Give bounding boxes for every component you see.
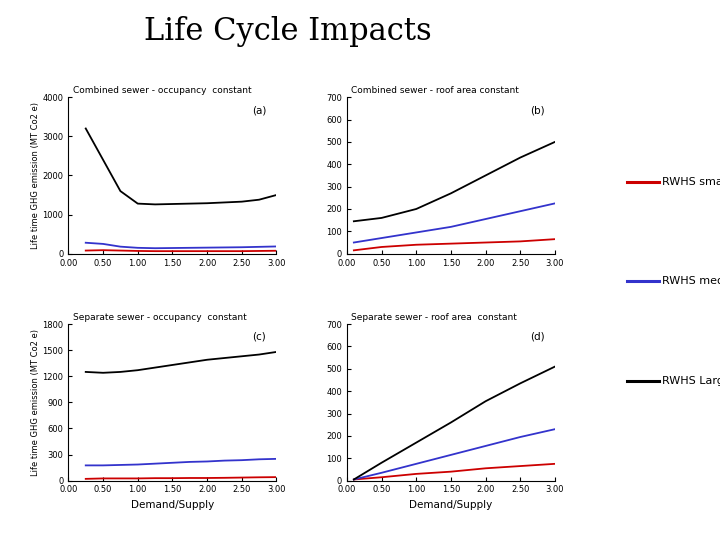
Text: (b): (b) — [530, 105, 544, 115]
Text: Life Cycle Impacts: Life Cycle Impacts — [144, 16, 432, 47]
Text: (a): (a) — [252, 105, 266, 115]
Text: RWHS Large office: RWHS Large office — [662, 376, 720, 386]
X-axis label: Demand/Supply: Demand/Supply — [409, 500, 492, 510]
Text: RWHS medium  office: RWHS medium office — [662, 276, 720, 286]
Y-axis label: Life time GHG emission (MT Co2 e): Life time GHG emission (MT Co2 e) — [31, 102, 40, 249]
Text: Separate sewer - occupancy  constant: Separate sewer - occupancy constant — [73, 313, 246, 322]
Text: Combined sewer - occupancy  constant: Combined sewer - occupancy constant — [73, 86, 251, 95]
Y-axis label: Life time GHG emission (MT Co2 e): Life time GHG emission (MT Co2 e) — [31, 329, 40, 476]
Text: Combined sewer - roof area constant: Combined sewer - roof area constant — [351, 86, 519, 95]
Text: (d): (d) — [530, 332, 544, 342]
Text: Separate sewer - roof area  constant: Separate sewer - roof area constant — [351, 313, 517, 322]
Text: (c): (c) — [252, 332, 266, 342]
Text: RWHS small office: RWHS small office — [662, 177, 720, 186]
X-axis label: Demand/Supply: Demand/Supply — [131, 500, 214, 510]
